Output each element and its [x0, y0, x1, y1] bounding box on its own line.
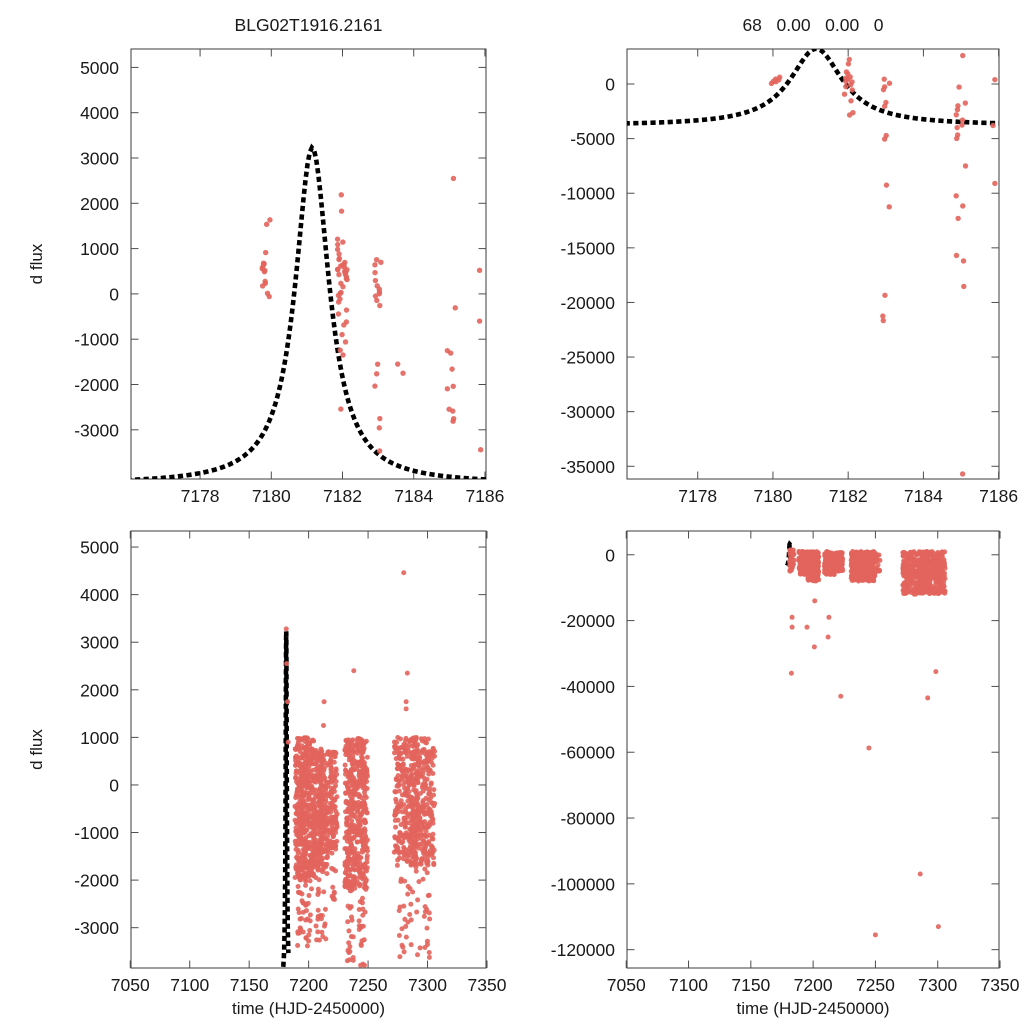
svg-text:-100000: -100000 — [551, 874, 615, 894]
svg-text:-10000: -10000 — [561, 184, 616, 204]
svg-text:0: 0 — [605, 75, 615, 95]
svg-text:time (HJD-2450000): time (HJD-2450000) — [232, 999, 385, 1018]
svg-text:7200: 7200 — [289, 975, 328, 995]
svg-text:-1000: -1000 — [74, 330, 119, 350]
svg-text:-5000: -5000 — [570, 129, 615, 149]
svg-text:-35000: -35000 — [561, 457, 616, 477]
svg-text:1000: 1000 — [80, 239, 119, 259]
svg-text:7184: 7184 — [394, 486, 433, 506]
svg-text:7186: 7186 — [465, 486, 504, 506]
svg-text:7250: 7250 — [349, 975, 388, 995]
svg-text:3000: 3000 — [80, 633, 119, 653]
svg-text:7200: 7200 — [794, 975, 833, 995]
svg-text:7180: 7180 — [753, 486, 792, 506]
svg-text:2000: 2000 — [80, 194, 119, 214]
svg-text:-60000: -60000 — [561, 743, 616, 763]
svg-text:7250: 7250 — [856, 975, 895, 995]
svg-text:7350: 7350 — [468, 975, 507, 995]
svg-text:7186: 7186 — [979, 486, 1018, 506]
svg-text:7100: 7100 — [170, 975, 209, 995]
svg-text:7182: 7182 — [323, 486, 362, 506]
svg-text:7050: 7050 — [111, 975, 150, 995]
svg-text:7150: 7150 — [731, 975, 770, 995]
svg-text:time (HJD-2450000): time (HJD-2450000) — [736, 999, 889, 1018]
svg-text:7178: 7178 — [181, 486, 220, 506]
svg-text:-25000: -25000 — [561, 348, 616, 368]
svg-text:-80000: -80000 — [561, 809, 616, 829]
svg-text:7178: 7178 — [678, 486, 717, 506]
svg-text:7100: 7100 — [669, 975, 708, 995]
svg-text:-40000: -40000 — [561, 677, 616, 697]
svg-text:BLG02T1916.2161: BLG02T1916.2161 — [235, 15, 383, 35]
svg-text:5000: 5000 — [80, 58, 119, 78]
svg-text:-20000: -20000 — [561, 611, 616, 631]
svg-text:-15000: -15000 — [561, 238, 616, 258]
svg-text:0: 0 — [605, 545, 615, 565]
svg-text:1000: 1000 — [80, 728, 119, 748]
svg-text:5000: 5000 — [80, 538, 119, 558]
svg-text:2000: 2000 — [80, 680, 119, 700]
svg-text:-20000: -20000 — [561, 293, 616, 313]
svg-text:-3000: -3000 — [74, 918, 119, 938]
svg-text:0: 0 — [109, 775, 119, 795]
svg-text:7180: 7180 — [252, 486, 291, 506]
svg-text:-2000: -2000 — [74, 375, 119, 395]
svg-text:d flux: d flux — [27, 729, 46, 770]
svg-text:7300: 7300 — [408, 975, 447, 995]
svg-text:-3000: -3000 — [74, 420, 119, 440]
svg-text:d flux: d flux — [27, 243, 46, 284]
svg-text:4000: 4000 — [80, 585, 119, 605]
svg-text:4000: 4000 — [80, 103, 119, 123]
svg-text:3000: 3000 — [80, 149, 119, 169]
svg-text:7150: 7150 — [230, 975, 269, 995]
svg-text:68 0.00 0.00 0: 68 0.00 0.00 0 — [742, 15, 883, 35]
svg-text:7050: 7050 — [607, 975, 646, 995]
svg-text:7184: 7184 — [904, 486, 943, 506]
svg-text:-30000: -30000 — [561, 402, 616, 422]
svg-text:0: 0 — [109, 284, 119, 304]
svg-text:7350: 7350 — [981, 975, 1020, 995]
svg-text:-120000: -120000 — [551, 940, 615, 960]
svg-text:7182: 7182 — [829, 486, 868, 506]
svg-text:-1000: -1000 — [74, 823, 119, 843]
svg-text:-2000: -2000 — [74, 871, 119, 891]
svg-text:7300: 7300 — [918, 975, 957, 995]
